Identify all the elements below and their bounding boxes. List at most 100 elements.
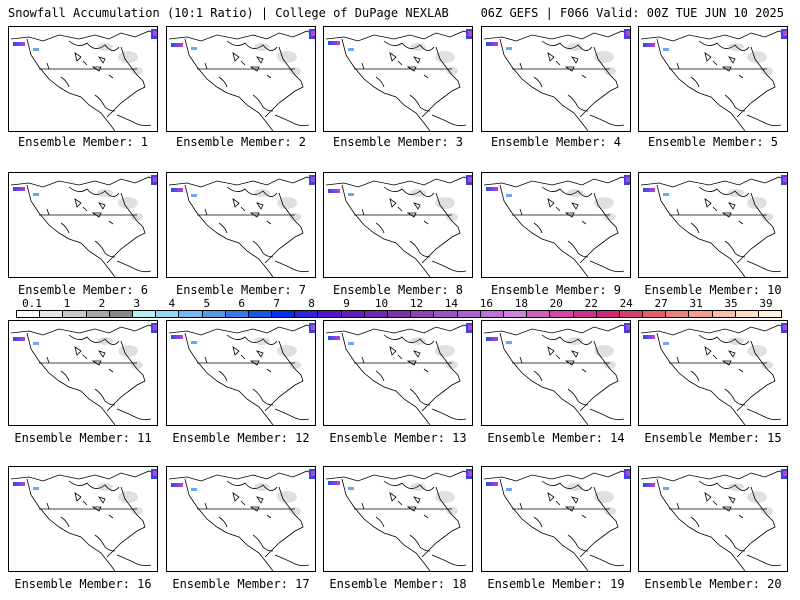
colorbar-tick-label: 4	[168, 297, 176, 310]
colorbar-swatch	[63, 311, 87, 317]
colorbar-tick-label: 7	[273, 297, 280, 310]
colorbar-swatch	[527, 311, 551, 317]
colorbar-tick-label: 20	[549, 297, 563, 310]
ensemble-member-label: Ensemble Member: 1	[17, 135, 149, 149]
colorbar-swatch	[248, 311, 273, 317]
colorbar-swatch	[666, 311, 690, 317]
colorbar-swatch	[156, 311, 180, 317]
colorbar-tick-label: 24	[619, 297, 633, 310]
ensemble-map-panel	[481, 320, 631, 426]
ensemble-map-panel	[638, 26, 788, 132]
colorbar-swatch	[434, 311, 458, 317]
colorbar-labels: 0.1 1 2 3 4 5 6 7 8 9 10 12 14 16 18 20 22 24 27 31 35 39	[16, 297, 782, 310]
ensemble-member-label: Ensemble Member: 3	[332, 135, 464, 149]
ensemble-member-label: Ensemble Member: 9	[490, 283, 622, 297]
ensemble-member-label: Ensemble Member: 4	[490, 135, 622, 149]
colorbar-swatch	[341, 311, 365, 317]
colorbar-swatch	[295, 311, 319, 317]
colorbar-swatch	[643, 311, 667, 317]
colorbar-swatch	[596, 311, 620, 317]
ensemble-member-label: Ensemble Member: 13	[329, 431, 467, 445]
ensemble-member-label: Ensemble Member: 6	[17, 283, 149, 297]
map-title: Snowfall Accumulation (10:1 Ratio) | Col…	[8, 6, 449, 20]
ensemble-member-label: Ensemble Member: 20	[644, 577, 782, 591]
colorbar-swatch	[759, 311, 782, 317]
ensemble-map-panel	[481, 26, 631, 132]
colorbar-swatch	[619, 311, 644, 317]
ensemble-map-panel	[8, 466, 158, 572]
colorbar-tick-label: 8	[308, 297, 315, 310]
ensemble-member-label: Ensemble Member: 17	[172, 577, 310, 591]
colorbar-swatch	[17, 311, 41, 317]
colorbar-tick-label: 12	[409, 297, 424, 310]
ensemble-member-label: Ensemble Member: 11	[14, 431, 152, 445]
run-info: 06Z GEFS | F066 Valid: 00Z TUE JUN 10 20…	[480, 6, 784, 20]
colorbar-tick-label: 1	[63, 297, 71, 310]
colorbar-tick-label: 10	[374, 297, 389, 310]
colorbar-swatch	[712, 311, 736, 317]
colorbar-swatch	[735, 311, 759, 317]
colorbar-swatch	[132, 311, 157, 317]
header: Snowfall Accumulation (10:1 Ratio) | Col…	[0, 0, 800, 20]
ensemble-member-label: Ensemble Member: 12	[172, 431, 310, 445]
colorbar-tick-label: 0.1	[22, 297, 42, 310]
ensemble-map-panel	[481, 172, 631, 278]
ensemble-map-panel	[166, 26, 316, 132]
ensemble-map-panel	[166, 172, 316, 278]
colorbar-swatch	[457, 311, 481, 317]
colorbar-swatch	[86, 311, 110, 317]
colorbar-swatch	[388, 311, 412, 317]
ensemble-member-label: Ensemble Member: 19	[487, 577, 625, 591]
ensemble-map-panel	[323, 320, 473, 426]
colorbar-swatch	[411, 311, 435, 317]
colorbar-tick-label: 31	[689, 297, 703, 310]
ensemble-map-panel	[166, 466, 316, 572]
colorbar-tick-label: 3	[133, 297, 141, 310]
colorbar	[16, 310, 782, 318]
ensemble-map-panel	[638, 172, 788, 278]
ensemble-member-label: Ensemble Member: 14	[487, 431, 625, 445]
ensemble-map-panel	[8, 172, 158, 278]
colorbar-swatch	[503, 311, 528, 317]
colorbar-tick-label: 22	[584, 297, 598, 310]
ensemble-map-panel	[638, 320, 788, 426]
ensemble-member-label: Ensemble Member: 16	[14, 577, 152, 591]
colorbar-tick-label: 18	[514, 297, 528, 310]
ensemble-member-label: Ensemble Member: 8	[332, 283, 464, 297]
ensemble-map-panel	[323, 26, 473, 132]
ensemble-map-panel	[8, 320, 158, 426]
colorbar-swatch	[689, 311, 713, 317]
colorbar-swatch	[202, 311, 226, 317]
ensemble-member-label: Ensemble Member: 2	[175, 135, 307, 149]
colorbar-swatch	[225, 311, 249, 317]
colorbar-tick-label: 5	[203, 297, 211, 310]
colorbar-tick-label: 14	[444, 297, 459, 310]
colorbar-swatch	[573, 311, 597, 317]
colorbar-tick-label: 35	[724, 297, 738, 310]
ensemble-member-label: Ensemble Member: 10	[644, 283, 782, 297]
colorbar-tick-label: 39	[759, 297, 773, 310]
ensemble-member-label: Ensemble Member: 15	[644, 431, 782, 445]
colorbar-tick-label: 27	[654, 297, 668, 310]
colorbar-swatch	[40, 311, 64, 317]
colorbar-swatch	[318, 311, 342, 317]
colorbar-swatch	[109, 311, 133, 317]
ensemble-map-panel	[323, 466, 473, 572]
ensemble-map-panel	[638, 466, 788, 572]
colorbar-swatch	[272, 311, 296, 317]
ensemble-member-label: Ensemble Member: 18	[329, 577, 467, 591]
colorbar-tick-label: 2	[98, 297, 106, 310]
colorbar-tick-label: 6	[238, 297, 246, 310]
ensemble-map-panel	[166, 320, 316, 426]
colorbar-tick-label: 16	[479, 297, 493, 310]
ensemble-map-panel	[481, 466, 631, 572]
colorbar-swatch	[480, 311, 504, 317]
colorbar-swatch	[550, 311, 574, 317]
colorbar-swatch	[364, 311, 388, 317]
ensemble-member-label: Ensemble Member: 5	[647, 135, 779, 149]
ensemble-map-panel	[323, 172, 473, 278]
ensemble-map-panel	[8, 26, 158, 132]
colorbar-swatch	[179, 311, 203, 317]
colorbar-tick-label: 9	[343, 297, 350, 310]
ensemble-member-label: Ensemble Member: 7	[175, 283, 307, 297]
